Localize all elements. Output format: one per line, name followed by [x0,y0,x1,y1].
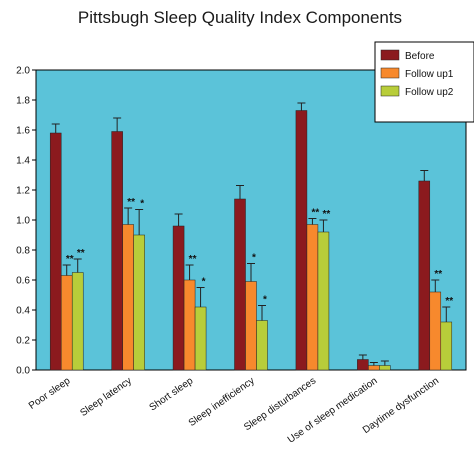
x-tick-label: Poor sleep [27,375,73,412]
significance-marker: * [252,253,256,264]
significance-marker: ** [77,248,85,259]
y-tick-label: 1.6 [16,126,30,137]
bar [418,180,431,371]
bars-group [49,110,453,371]
bar [306,224,319,371]
legend-label: Follow up1 [405,69,454,80]
bar [111,131,123,371]
x-tick-label: Sleep latency [78,375,133,418]
significance-marker: ** [323,209,331,220]
significance-marker: ** [445,296,453,307]
bar [368,365,380,371]
bar [172,225,185,371]
bar [256,320,268,371]
x-tick-label: Short sleep [148,375,196,413]
significance-marker: ** [66,254,74,265]
x-axis-labels: Poor sleep Sleep latency Short sleepSleep … [27,375,441,445]
significance-markers: ****** ******** ****** [66,197,453,307]
bar [194,306,207,371]
bar [317,231,330,371]
legend-label: Follow up2 [405,87,454,98]
y-tick-label: 2.0 [16,66,30,77]
bar [183,279,196,371]
significance-marker: * [263,295,267,306]
y-tick-label: 0.4 [16,306,30,317]
significance-marker: ** [189,254,197,265]
bar [429,291,442,371]
error-bars-group [51,102,451,366]
legend: Before Follow up1 Follow up2 [374,41,474,123]
bar [60,275,73,371]
y-tick-label: 1.2 [16,186,30,197]
y-tick-label: 1.4 [16,156,30,167]
bar [234,198,246,371]
legend-swatch [380,85,400,97]
legend-swatch [380,67,400,79]
significance-marker: * [140,199,144,210]
y-tick-label: 1.8 [16,96,30,107]
y-axis: 0.0 0.2 0.4 0.6 0.8 1.0 1.2 1.4 1.6 1.8 2.0 [16,66,36,377]
bar [440,321,453,371]
legend-swatch [380,49,400,61]
chart-title: Pittsbugh Sleep Quality Index Components [78,8,402,27]
significance-marker: ** [312,208,320,219]
bar [295,110,308,371]
y-tick-label: 0.8 [16,246,30,257]
significance-marker: ** [127,197,135,208]
significance-marker: * [202,277,206,288]
bar [245,281,257,371]
bar [71,272,84,371]
bar [379,365,391,371]
legend-label: Before [405,51,435,62]
significance-marker: ** [434,269,442,280]
bar [133,234,145,371]
y-tick-label: 0.2 [16,336,30,347]
bar [357,359,369,371]
y-tick-label: 0.6 [16,276,30,287]
bar [122,224,134,371]
y-tick-label: 0.0 [16,366,30,377]
bar [49,132,62,371]
y-tick-label: 1.0 [16,216,30,227]
